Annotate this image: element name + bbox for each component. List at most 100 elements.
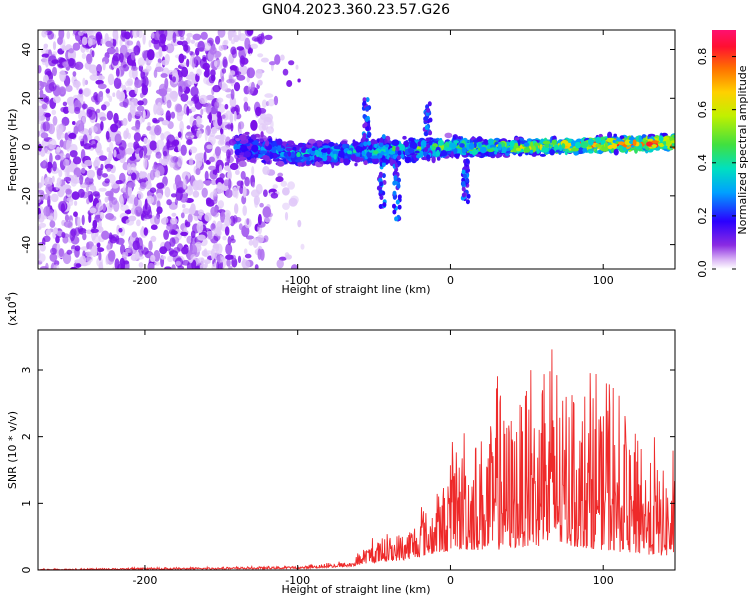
spectrogram-noise-blob [257,234,264,244]
spectrogram-noise-blob [66,140,71,152]
spectrogram-noise-blob [77,188,85,198]
spectrogram-noise-blob [225,243,233,255]
spectrogram-noise-blob [238,30,242,41]
spectrogram-signal-cell [489,144,496,149]
spectrogram-noise-blob [274,54,281,65]
spectrogram-noise-blob [228,265,233,269]
spectrogram-signal-cell [285,147,293,152]
spectrogram-noise-blob [288,197,298,207]
spectrogram-noise-blob [164,241,172,252]
spectrogram-streak-cell [392,180,397,186]
spectrogram-signal-cell [567,142,572,147]
spectrogram-noise-blob [252,237,259,249]
spectrogram-noise-blob [82,87,92,97]
spectrogram-noise-blob [251,181,255,188]
spectrogram-noise-blob [96,108,101,114]
spectrogram-noise-blob [124,31,131,40]
spectrogram-signal-cell [371,155,379,159]
spectrogram-noise-blob [99,116,107,122]
colorbar-label: Normalized spectral amplitude [736,65,749,234]
spectrogram-noise-blob [119,172,126,184]
spectrogram-signal-cell [244,131,250,135]
spectrogram-noise-blob [267,98,275,107]
spectrogram-noise-blob [243,101,249,112]
spectrogram-noise-blob [98,251,102,261]
spectrogram-noise-blob [143,227,148,236]
spectrogram-noise-blob [288,60,295,66]
spectrogram-streak-cell [426,154,431,160]
spectrogram-noise-blob [222,56,228,68]
spectrogram-noise-blob [170,111,176,119]
chart-title: GN04.2023.360.23.57.G26 [261,2,451,18]
spectrogram-noise-blob [208,165,217,171]
spectrogram-noise-blob [223,39,229,45]
spectrogram-noise-blob [156,192,163,200]
spectrogram-streak-cell [393,175,398,180]
spectrogram-noise-blob [189,71,194,77]
spectrogram-noise-blob [127,112,132,122]
spectrogram-noise-blob [234,203,239,215]
spectrogram-signal-cell [601,140,605,145]
spectrogram-streak-cell [379,181,384,187]
spectrogram-noise-blob [44,112,51,118]
spectrogram-noise-blob [98,155,108,162]
spectrogram-noise-blob [180,212,185,219]
spectrogram-signal-cell [385,144,390,148]
spectrogram-streak-cell [378,171,383,177]
spectrogram-noise-blob [217,182,223,190]
spectrogram-noise-blob [131,30,140,38]
spectrogram-signal-cell [452,136,456,140]
spectrogram-signal-cell [303,153,310,158]
spectrogram-noise-blob [205,197,212,205]
spectrogram-noise-blob [87,191,91,195]
spectrogram-noise-blob [64,132,69,141]
spectrogram-signal-cell [431,155,436,164]
spectrogram-noise-blob [233,34,240,43]
spectrogram-signal-cell [292,146,297,152]
spectrogram-noise-blob [235,169,240,175]
spectrogram-noise-blob [142,32,146,45]
spectrogram-noise-blob [109,141,114,153]
spectrogram-noise-blob [125,127,129,138]
spectrogram-signal-cell [404,156,411,164]
spectrogram-noise-blob [100,149,104,157]
spectrogram-noise-blob [150,235,157,242]
spectrogram-noise-blob [190,230,196,239]
spectrogram-signal-cell [305,160,311,165]
spectrogram-streak-cell [361,150,366,156]
spectrogram-noise-blob [82,232,87,241]
spectrogram-noise-blob [87,37,93,47]
spectrogram-noise-blob [186,139,193,146]
spectrogram-signal-cell [402,135,407,140]
spectrogram-noise-blob [56,146,61,153]
spectrogram-noise-blob [130,52,136,61]
spectrogram-xtick-label: 0 [447,274,454,287]
spectrogram-noise-blob [94,166,99,171]
spectrogram-noise-blob [101,173,108,178]
spectrogram-noise-blob [106,147,111,153]
spectrogram-noise-blob [177,131,182,138]
spectrogram-signal-cell [252,134,257,141]
spectrogram-signal-cell [322,145,331,149]
spectrogram-signal-cell [536,149,540,154]
spectrogram-noise-blob [138,262,144,268]
spectrogram-ytick-label: -20 [20,187,33,205]
spectrogram-noise-blob [225,189,233,198]
spectrogram-signal-cell [638,135,642,143]
spectrogram-noise-blob [81,53,87,60]
spectrogram-noise-blob [171,90,178,103]
spectrogram-noise-blob [189,157,194,166]
spectrogram-streak-cell [362,100,367,106]
snr-marks [38,349,675,570]
spectrogram-noise-blob [136,219,141,227]
spectrogram-noise-blob [143,157,148,169]
spectrogram-noise-blob [53,264,60,269]
spectrogram-signal-cell [276,160,285,167]
spectrogram-noise-blob [105,130,110,140]
spectrogram-noise-blob [238,223,243,231]
spectrogram-noise-blob [38,115,41,122]
spectrogram-noise-blob [264,93,274,98]
spectrogram-noise-blob [176,112,183,122]
spectrogram-noise-blob [38,182,42,189]
spectrogram-noise-blob [212,244,219,249]
